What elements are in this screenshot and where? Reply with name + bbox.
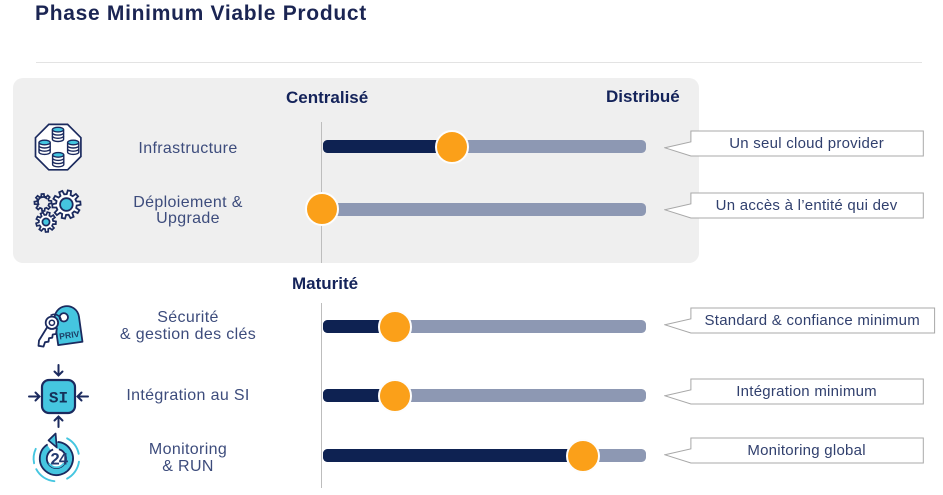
svg-text:SI: SI — [49, 390, 68, 408]
svg-text:24: 24 — [51, 450, 69, 468]
svg-text:PRIV: PRIV — [59, 329, 81, 342]
